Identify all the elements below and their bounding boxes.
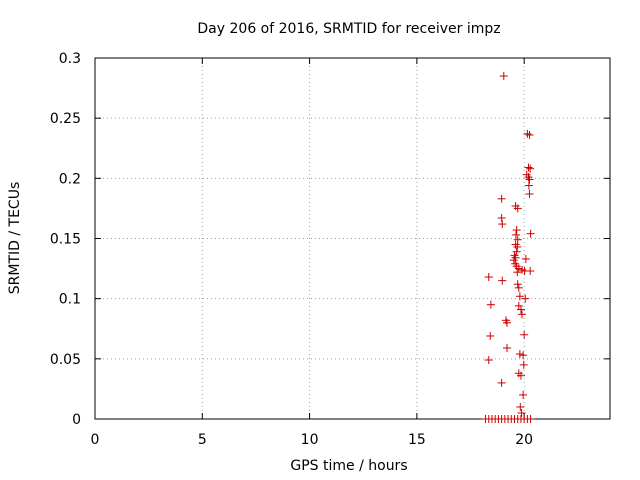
data-point bbox=[503, 344, 511, 353]
data-point bbox=[503, 318, 511, 327]
y-tick-label: 0.1 bbox=[59, 292, 81, 308]
plot-frame bbox=[94, 57, 611, 420]
data-point bbox=[523, 129, 532, 138]
data-point bbox=[525, 175, 534, 184]
data-point bbox=[526, 415, 535, 423]
data-point bbox=[499, 72, 508, 81]
data-point bbox=[515, 350, 524, 359]
data-point bbox=[519, 360, 528, 369]
grid-lines bbox=[95, 58, 610, 419]
y-tick-label: 0.15 bbox=[50, 232, 81, 248]
data-point bbox=[512, 230, 521, 239]
data-point bbox=[516, 371, 525, 380]
y-tick-label: 0.3 bbox=[59, 51, 81, 67]
y-tick-label: 0.2 bbox=[59, 171, 81, 187]
data-points bbox=[481, 72, 535, 423]
axis-ticks: 0 5 10 15 20 0 0.05 0.1 0.15 0.2 0.25 0.3 bbox=[50, 51, 610, 448]
data-point bbox=[520, 330, 529, 339]
data-point bbox=[513, 242, 522, 251]
data-point bbox=[516, 305, 525, 314]
data-point bbox=[525, 189, 534, 198]
x-tick-label: 15 bbox=[408, 432, 426, 448]
data-point bbox=[514, 301, 523, 310]
chart-title: Day 206 of 2016, SRMTID for receiver imp… bbox=[197, 21, 500, 37]
y-tick-label: 0.25 bbox=[50, 111, 81, 127]
data-point bbox=[484, 356, 493, 365]
y-tick-label: 0.05 bbox=[50, 352, 81, 368]
x-tick-label: 5 bbox=[198, 432, 207, 448]
data-point bbox=[484, 273, 493, 282]
data-point bbox=[513, 280, 522, 289]
data-point bbox=[512, 247, 521, 256]
x-axis-label: GPS time / hours bbox=[290, 458, 407, 474]
data-point bbox=[515, 292, 524, 301]
data-point bbox=[526, 164, 535, 173]
y-tick-label: 0 bbox=[72, 412, 81, 428]
x-tick-label: 0 bbox=[91, 432, 100, 448]
data-point bbox=[524, 163, 533, 172]
x-tick-label: 20 bbox=[515, 432, 533, 448]
data-point bbox=[521, 254, 530, 263]
data-point bbox=[516, 402, 525, 411]
data-point bbox=[518, 310, 527, 319]
data-point bbox=[513, 268, 522, 277]
data-point bbox=[509, 256, 518, 265]
data-point bbox=[498, 276, 507, 285]
y-axis-label: SRMTID / TECUs bbox=[7, 182, 23, 295]
data-point bbox=[517, 408, 526, 417]
data-point bbox=[486, 331, 495, 340]
x-tick-label: 10 bbox=[301, 432, 319, 448]
data-point bbox=[514, 264, 523, 273]
data-point bbox=[497, 194, 506, 203]
data-point bbox=[521, 294, 530, 303]
data-point bbox=[497, 214, 506, 223]
data-point bbox=[497, 378, 506, 387]
data-point bbox=[512, 226, 521, 235]
data-point bbox=[486, 300, 495, 309]
data-point bbox=[498, 220, 507, 229]
data-point bbox=[513, 204, 522, 213]
data-point bbox=[513, 235, 522, 244]
data-point bbox=[514, 283, 523, 292]
data-point bbox=[526, 229, 535, 238]
data-point bbox=[519, 390, 528, 399]
data-point bbox=[525, 131, 534, 140]
data-point bbox=[519, 351, 528, 360]
data-point bbox=[526, 266, 535, 275]
data-point bbox=[524, 181, 533, 190]
